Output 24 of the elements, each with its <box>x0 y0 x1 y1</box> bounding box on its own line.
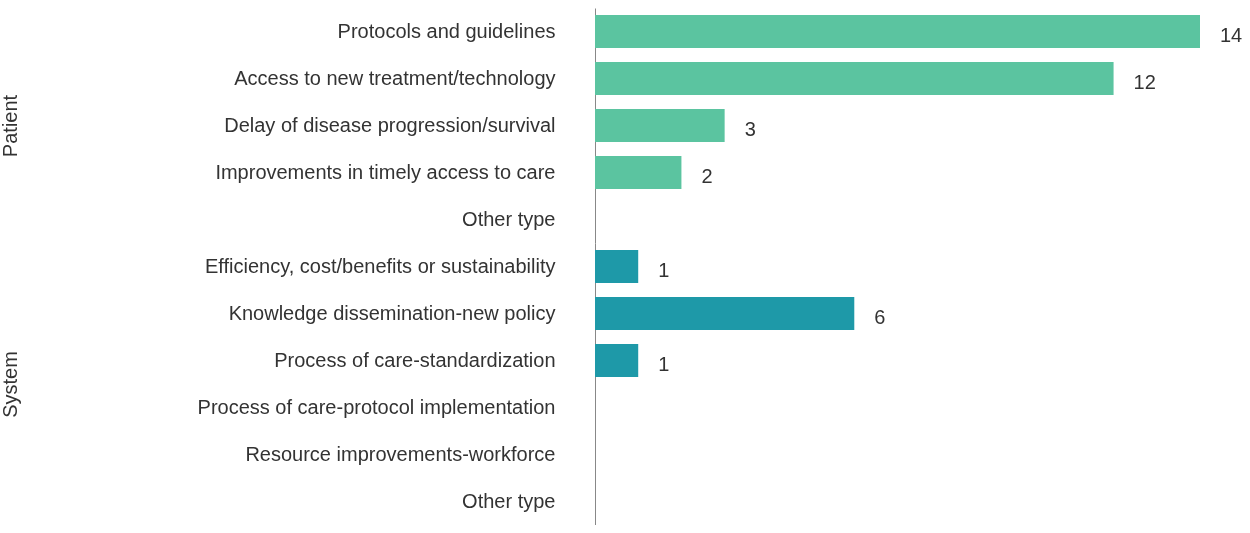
bar <box>595 15 1200 48</box>
y-axis-title: Patient <box>0 94 21 158</box>
y-tick-label: Access to new treatment/technology <box>234 66 556 89</box>
y-tick-label: Delay of disease progression/survival <box>224 113 556 136</box>
y-axis-title: System <box>0 351 21 418</box>
y-tick-label: Other type <box>462 207 556 230</box>
y-tick-label: Protocols and guidelines <box>337 19 556 42</box>
data-label: 2 <box>701 164 713 187</box>
y-tick-label: Knowledge dissemination-new policy <box>228 301 556 324</box>
data-label: 12 <box>1133 70 1156 93</box>
bar <box>595 109 725 142</box>
data-label: 6 <box>874 305 886 328</box>
bar <box>595 62 1114 95</box>
data-label: 1 <box>658 352 670 375</box>
data-label: 14 <box>1220 23 1243 46</box>
y-tick-label: Efficiency, cost/benefits or sustainability <box>204 254 556 277</box>
y-tick-label: Other type <box>462 489 556 512</box>
y-tick-label: Process of care-protocol implementation <box>197 395 556 418</box>
data-label: 3 <box>744 117 756 140</box>
y-tick-label: Resource improvements-workforce <box>245 442 556 465</box>
bar <box>595 156 682 189</box>
y-tick-label: Process of care-standardization <box>274 348 556 371</box>
y-tick-label: Improvements in timely access to care <box>215 160 556 183</box>
data-label: 1 <box>658 258 670 281</box>
